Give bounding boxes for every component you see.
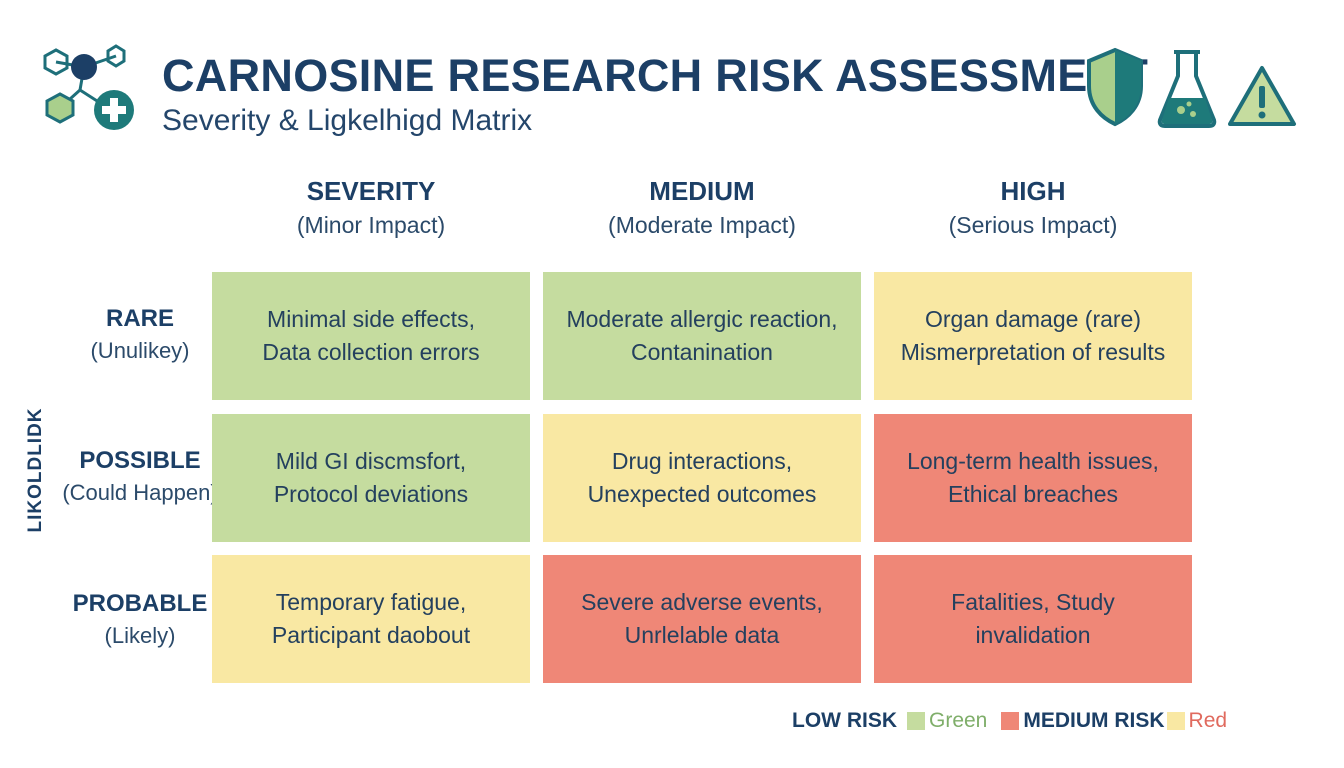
risk-legend: LOW RISK Green MEDIUM RISK Red: [792, 706, 1227, 736]
matrix-cell-possible-high: Long-term health issues, Ethical breaches: [874, 414, 1192, 542]
row-subheading: (Unulikey): [90, 338, 190, 363]
column-subheading: (Minor Impact): [296, 212, 446, 238]
row-subheading: (Likely): [104, 623, 176, 648]
column-subheading: (Moderate Impact): [608, 212, 796, 238]
column-heading: SEVERITY: [306, 176, 436, 206]
row-header-probable: PROBABLE (Likely): [52, 588, 228, 652]
cell-text-line: Data collection errors: [262, 339, 480, 365]
cell-text-line: Severe adverse events,: [581, 589, 823, 615]
cell-text-line: Drug interactions,: [611, 448, 793, 474]
legend-yellow-swatch: [1166, 712, 1185, 730]
cell-text-line: Minimal side effects,: [267, 306, 475, 332]
cell-text-line: Participant daobout: [271, 622, 471, 648]
cell-text-line: Fatalities, Study: [951, 589, 1115, 615]
cell-text-line: Mild GI discmsfort,: [275, 448, 467, 474]
cell-text-line: Unrlelable data: [624, 622, 780, 648]
matrix-cell-probable-high: Fatalities, Study invalidation: [874, 555, 1192, 683]
matrix-cell-rare-medium: Moderate allergic reaction, Contanination: [543, 272, 861, 400]
legend-medium-label: MEDIUM RISK: [1023, 709, 1165, 732]
matrix-cell-probable-severity: Temporary fatigue, Participant daobout: [212, 555, 530, 683]
row-subheading: (Could Happen): [62, 480, 218, 505]
header-icons: [1084, 46, 1304, 132]
column-subheading: (Serious Impact): [948, 212, 1118, 238]
column-header-high: HIGH (Serious Impact): [874, 174, 1192, 240]
column-heading: MEDIUM: [649, 176, 755, 206]
legend-green-swatch: [907, 712, 925, 730]
likelihood-axis-label: LIKOLDLIDK: [25, 407, 46, 533]
cell-text-line: Ethical breaches: [947, 481, 1119, 507]
cell-text-line: Moderate allergic reaction,: [566, 306, 838, 332]
cell-text-line: Organ damage (rare): [924, 306, 1142, 332]
matrix-cell-possible-medium: Drug interactions, Unexpected outcomes: [543, 414, 861, 542]
molecule-logo-icon: [38, 42, 138, 138]
column-header-severity: SEVERITY (Minor Impact): [212, 174, 530, 240]
row-heading: PROBABLE: [72, 590, 208, 617]
cell-text-line: Contanination: [631, 339, 773, 365]
column-header-medium: MEDIUM (Moderate Impact): [543, 174, 861, 240]
column-heading: HIGH: [1000, 176, 1066, 206]
cell-text-line: invalidation: [975, 622, 1091, 648]
matrix-cell-possible-severity: Mild GI discmsfort, Protocol deviations: [212, 414, 530, 542]
matrix-cell-rare-high: Organ damage (rare) Mismerpretation of re…: [874, 272, 1192, 400]
shield-icon: [1087, 47, 1143, 127]
row-header-possible: POSSIBLE (Could Happen): [52, 445, 228, 509]
legend-red-swatch: [1001, 712, 1020, 730]
legend-low-label: LOW RISK: [792, 709, 897, 732]
cell-text-line: Long-term health issues,: [907, 448, 1159, 474]
cell-text-line: Mismerpretation of results: [900, 339, 1166, 365]
cell-text-line: Protocol deviations: [273, 481, 469, 507]
warning-icon: [1228, 66, 1296, 126]
legend-green-text: Green: [929, 709, 988, 732]
page-title: CARNOSINE RESEARCH RISK ASSESSMENT: [162, 50, 1149, 101]
cell-text-line: Temporary fatigue,: [275, 589, 467, 615]
row-heading: RARE: [105, 305, 174, 332]
flask-icon: [1157, 50, 1217, 128]
matrix-cell-probable-medium: Severe adverse events, Unrlelable data: [543, 555, 861, 683]
legend-red-text: Red: [1188, 709, 1228, 732]
matrix-cell-rare-severity: Minimal side effects, Data collection err…: [212, 272, 530, 400]
cell-text-line: Unexpected outcomes: [587, 481, 817, 507]
row-heading: POSSIBLE: [79, 447, 201, 474]
row-header-rare: RARE (Unulikey): [52, 303, 228, 367]
page-subtitle: Severity & Ligkelhigd Matrix: [162, 104, 533, 137]
